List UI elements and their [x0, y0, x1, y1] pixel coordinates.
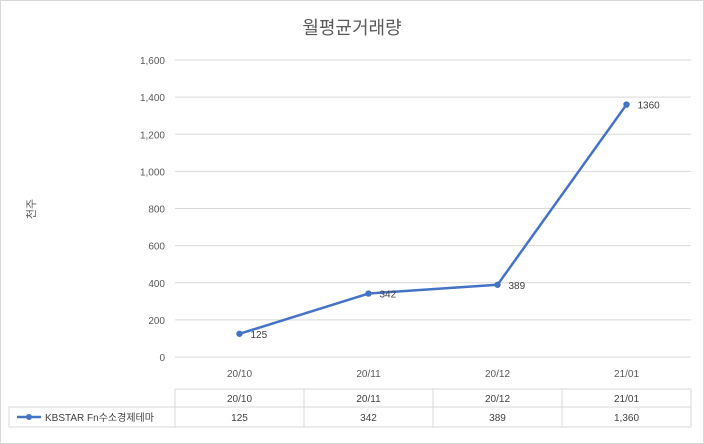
table-header-cell: 21/01 — [614, 394, 639, 405]
series-line — [239, 103, 628, 335]
y-tick-label: 1,200 — [140, 130, 165, 141]
x-tick-label: 21/01 — [614, 369, 639, 380]
data-table: 20/10 20/11 20/12 21/01 KBSTAR Fn수소경제테마 125 34… — [8, 388, 692, 428]
data-point — [236, 330, 243, 337]
x-tick-label: 20/12 — [485, 369, 510, 380]
y-tick-label: 800 — [148, 205, 165, 216]
gridlines — [175, 59, 691, 358]
y-tick-label: 200 — [148, 316, 165, 327]
data-label: 1360 — [638, 101, 661, 112]
y-tick-label: 600 — [148, 242, 165, 253]
y-axis-ticks: 0 200 400 600 800 1,000 1,200 1,400 1,600 — [140, 56, 165, 364]
table-value-cell: 342 — [360, 413, 377, 424]
x-axis-ticks: 20/10 20/11 20/12 21/01 — [227, 369, 639, 380]
y-axis-label: 천주 — [24, 199, 38, 219]
y-tick-label: 0 — [159, 353, 165, 364]
data-point — [494, 281, 501, 288]
legend-series-name: KBSTAR Fn수소경제테마 — [45, 411, 154, 424]
legend-marker — [26, 414, 32, 420]
series-layer: 125 342 389 1360 — [236, 101, 660, 341]
data-label: 342 — [380, 290, 397, 301]
table-header-cell: 20/10 — [227, 394, 252, 405]
table-header-cell: 20/11 — [356, 394, 381, 405]
x-tick-label: 20/10 — [227, 369, 252, 380]
table-value-cell: 1,360 — [614, 413, 639, 424]
data-point — [365, 290, 372, 297]
y-tick-label: 1,400 — [140, 93, 165, 104]
table-value-cell: 125 — [231, 413, 248, 424]
data-point — [623, 101, 630, 108]
data-label: 389 — [509, 281, 526, 292]
y-tick-label: 1,000 — [140, 167, 165, 178]
table-header-cell: 20/12 — [485, 394, 510, 405]
y-tick-label: 400 — [148, 279, 165, 290]
y-tick-label: 1,600 — [140, 56, 165, 67]
x-tick-label: 20/11 — [356, 369, 381, 380]
table-value-cell: 389 — [489, 413, 506, 424]
data-label: 125 — [251, 330, 268, 341]
chart-title: 월평균거래량 — [302, 18, 401, 38]
